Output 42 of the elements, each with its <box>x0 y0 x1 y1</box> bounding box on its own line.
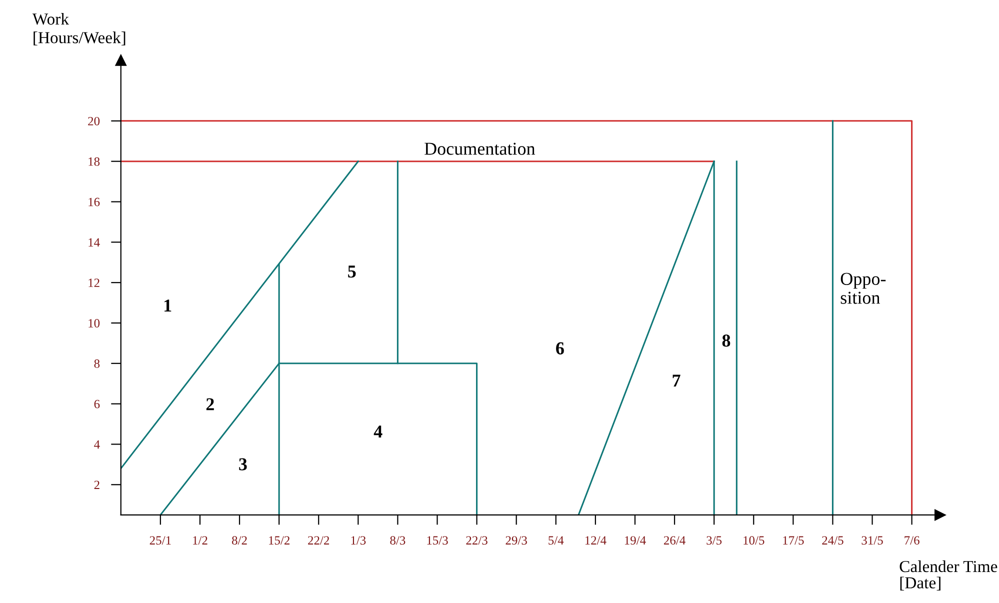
y-tick-label: 2 <box>94 480 100 489</box>
x-tick-label: 22/2 <box>308 536 330 545</box>
y-axis-title: Work [Hours/Week] <box>32 12 126 46</box>
annotation: 6 <box>556 342 564 354</box>
annotation: 3 <box>239 458 247 470</box>
x-tick-label: 7/6 <box>904 536 920 545</box>
x-tick-label: 24/5 <box>822 536 844 545</box>
y-tick-label: 18 <box>88 157 100 166</box>
x-tick-label: 8/3 <box>390 536 406 545</box>
annotation: 2 <box>206 398 214 410</box>
x-tick-label: 1/3 <box>351 536 366 545</box>
x-tick-label: 8/2 <box>232 536 247 545</box>
x-tick-label: 19/4 <box>624 536 646 545</box>
annotation: 1 <box>164 300 172 312</box>
annotation: Oppo- sition <box>840 272 886 304</box>
y-tick-label: 6 <box>94 400 100 408</box>
annotation: 7 <box>672 374 680 387</box>
x-tick-label: 31/5 <box>862 536 883 545</box>
annotation: 5 <box>348 266 356 278</box>
x-tick-label: 5/4 <box>548 536 564 545</box>
x-tick-label: 29/3 <box>506 536 527 545</box>
y-tick-label: 14 <box>88 238 100 246</box>
y-tick-label: 16 <box>88 198 100 206</box>
x-tick-label: 22/3 <box>466 536 488 545</box>
y-tick-label: 8 <box>94 359 100 368</box>
annotation: 8 <box>722 334 730 347</box>
x-tick-label: 17/5 <box>783 536 804 545</box>
x-tick-label: 15/3 <box>427 536 448 545</box>
x-tick-label: 26/4 <box>664 536 686 545</box>
x-tick-label: 12/4 <box>585 536 606 545</box>
y-tick-label: 4 <box>94 440 100 449</box>
y-tick-label: 20 <box>88 116 100 126</box>
x-tick-label: 15/2 <box>269 536 290 545</box>
x-tick-label: 25/1 <box>150 536 171 545</box>
y-tick-label: 10 <box>88 319 100 328</box>
x-tick-label: 10/5 <box>744 536 764 545</box>
x-axis-title: Calender Time [Date] <box>900 560 998 590</box>
annotation: 4 <box>374 426 382 438</box>
x-tick-label: 3/5 <box>706 536 722 545</box>
x-tick-label: 1/2 <box>193 536 208 545</box>
y-tick-label: 12 <box>88 278 100 287</box>
annotation: Documentation <box>424 142 536 155</box>
